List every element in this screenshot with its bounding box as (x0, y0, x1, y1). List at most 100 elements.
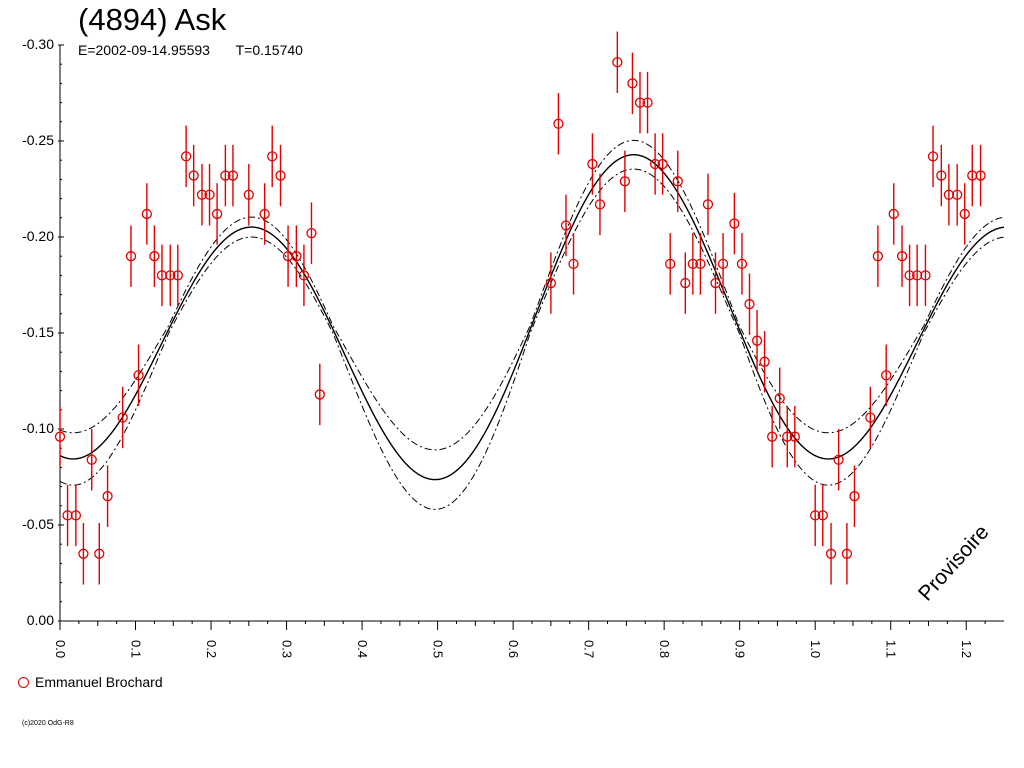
data-point (149, 251, 160, 262)
data-point (275, 170, 286, 181)
data-point (560, 220, 572, 231)
data-point (736, 258, 748, 270)
data-point (133, 370, 144, 381)
chart-legend: Emmanuel Brochard (18, 674, 163, 690)
data-point (710, 277, 721, 289)
chart-title: (4894) Ask (78, 2, 227, 37)
data-point (943, 189, 955, 200)
data-point (619, 176, 631, 187)
fit-curve-upper (59, 168, 1005, 510)
data-point (657, 158, 668, 170)
data-point (243, 189, 254, 200)
data-point (117, 412, 128, 423)
data-point (817, 510, 828, 521)
data-point (298, 270, 310, 281)
x-tick-label: 0.0 (53, 640, 68, 658)
chart-subtitle: E=2002-09-14.95593 T=0.15740 (78, 42, 325, 58)
y-tick-label: -0.10 (22, 420, 54, 436)
x-axis-ticks: 0.0 0.1 0.2 0.3 0.4 0.5 0.6 0.7 0.8 0.9 1.0 1.1 1.2 (53, 621, 986, 658)
data-point (841, 548, 853, 559)
data-point (78, 548, 89, 559)
data-point (204, 189, 215, 200)
data-point (833, 454, 844, 465)
data-point (267, 151, 278, 162)
data-point (627, 78, 638, 89)
data-point (810, 510, 821, 521)
data-point (188, 170, 199, 181)
epoch-label: E=2002-09-14.95593 (78, 42, 210, 58)
data-point (888, 208, 899, 220)
data-point (751, 335, 763, 346)
y-tick-label: -0.15 (22, 324, 54, 340)
data-point (86, 454, 97, 465)
x-tick-label: 0.6 (506, 640, 521, 658)
x-tick-label: 0.2 (204, 640, 219, 658)
x-tick-label: 0.8 (657, 640, 672, 658)
data-point (62, 510, 73, 521)
x-tick-label: 0.4 (355, 640, 370, 658)
data-point (695, 258, 706, 270)
data-point (612, 57, 623, 68)
data-point (774, 393, 785, 404)
data-point (259, 208, 270, 220)
x-tick-label: 0.5 (431, 640, 446, 658)
data-point (282, 251, 294, 262)
data-point (912, 270, 923, 281)
data-point (767, 431, 778, 442)
data-point (594, 199, 606, 210)
data-point (70, 510, 82, 521)
y-axis-ticks: -0.30 -0.25 -0.20 -0.15 -0.10 -0.05 0.00 (22, 36, 64, 628)
data-point (729, 218, 740, 229)
data-point (156, 270, 168, 281)
fit-curve-main (59, 154, 1005, 481)
x-tick-label: 0.1 (129, 640, 144, 658)
data-point (94, 548, 105, 559)
data-point (642, 97, 653, 108)
data-point (687, 258, 699, 270)
chart-axes (59, 45, 1004, 622)
x-tick-label: 1.2 (959, 640, 974, 658)
data-point (967, 170, 978, 181)
data-point (553, 118, 564, 129)
data-point (927, 151, 939, 162)
data-point (865, 412, 876, 423)
x-tick-label: 1.1 (884, 640, 899, 658)
x-tick-label: 0.7 (582, 640, 597, 658)
data-point (568, 258, 579, 270)
data-point (220, 170, 231, 181)
data-point (306, 228, 317, 239)
data-point (665, 258, 676, 270)
y-tick-label: -0.30 (22, 36, 54, 52)
y-tick-label: 0.00 (27, 612, 54, 628)
data-point (717, 258, 729, 270)
data-point (872, 251, 884, 262)
data-point (649, 158, 661, 170)
data-points (54, 31, 986, 585)
data-point (587, 158, 598, 170)
data-point (825, 548, 837, 559)
y-tick-label: -0.20 (22, 228, 54, 244)
data-point (975, 170, 986, 181)
x-tick-label: 1.0 (808, 640, 823, 658)
data-point (904, 270, 915, 281)
y-tick-label: -0.25 (22, 132, 54, 148)
data-point (102, 491, 113, 502)
data-point (881, 370, 892, 381)
data-point (54, 431, 66, 442)
data-point (165, 270, 176, 281)
data-point (782, 431, 793, 442)
data-point (920, 270, 931, 281)
data-point (314, 389, 325, 400)
data-point (211, 208, 223, 220)
data-point (672, 176, 683, 187)
x-tick-label: 0.3 (280, 640, 295, 658)
data-point (680, 277, 691, 289)
data-point (634, 97, 646, 108)
data-point (789, 431, 800, 442)
x-tick-label: 0.9 (733, 640, 748, 658)
data-point (849, 491, 860, 502)
data-point (759, 356, 770, 367)
data-point (180, 151, 192, 162)
data-point (291, 251, 302, 262)
